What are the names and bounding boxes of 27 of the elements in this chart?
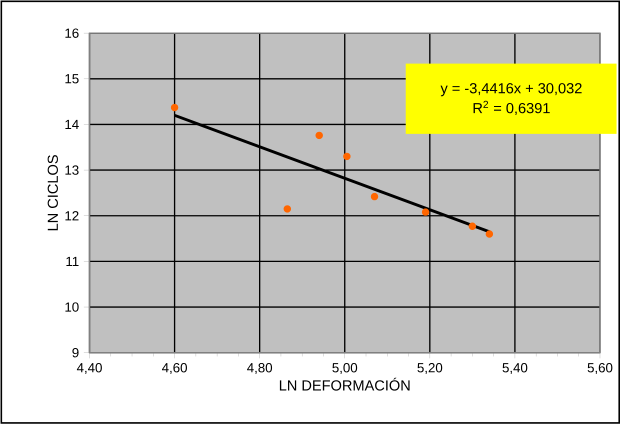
y-axis-title: LN CICLOS bbox=[48, 155, 58, 230]
x-tick-label: 5,20 bbox=[417, 363, 442, 374]
y-tick-label: 15 bbox=[65, 74, 79, 84]
y-tick-label: 16 bbox=[65, 28, 79, 38]
y-tick-label: 13 bbox=[65, 166, 79, 175]
y-tick-label: 14 bbox=[65, 120, 79, 130]
x-tick-label: 4,40 bbox=[76, 363, 102, 374]
y-tick-label: 9 bbox=[72, 348, 79, 358]
point bbox=[370, 192, 378, 200]
y-tick-label: 10 bbox=[65, 302, 79, 312]
point bbox=[284, 205, 292, 213]
x-axis-title: LN DEFORMACIÓN bbox=[280, 378, 410, 391]
x-tick-label: 5,00 bbox=[332, 363, 358, 374]
point bbox=[170, 104, 178, 112]
point bbox=[468, 222, 476, 230]
x-tick-label: 5,60 bbox=[588, 363, 612, 374]
x-tick-label: 4,80 bbox=[247, 363, 272, 374]
point bbox=[343, 152, 351, 160]
annotation: R$^{2}$ = 0,6391 bbox=[474, 100, 550, 116]
point bbox=[486, 230, 494, 238]
annotation: y = -3,4416x + 30,032 bbox=[440, 83, 582, 96]
x-tick-label: 5,40 bbox=[502, 363, 528, 374]
y-tick-label: 12 bbox=[65, 211, 78, 220]
point bbox=[316, 132, 323, 140]
y-tick-label: 11 bbox=[66, 256, 79, 266]
point bbox=[422, 208, 430, 216]
x-tick-label: 4,60 bbox=[162, 363, 187, 374]
